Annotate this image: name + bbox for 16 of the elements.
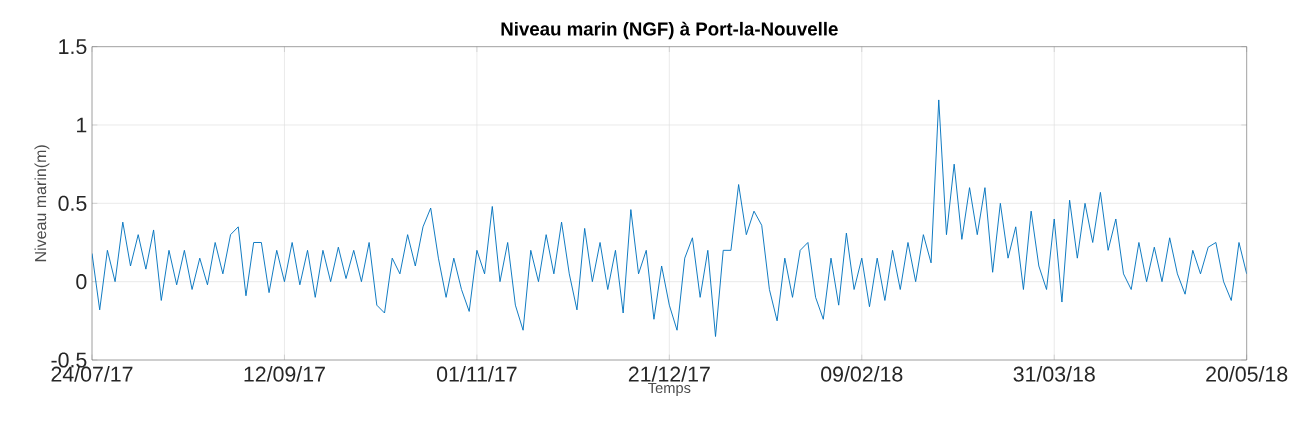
line-series [92,99,1247,337]
chart-title: Niveau marin (NGF) à Port-la-Nouvelle [501,21,838,40]
x-axis-title: Temps [648,382,691,396]
x-tick-label: 01/11/17 [437,366,517,382]
x-tick-label: 21/12/17 [628,366,710,382]
y-axis-title: Niveau marin(m) [34,145,50,262]
x-tick-label: 12/09/17 [244,366,325,382]
y-tick-label: 0 [76,274,87,290]
y-tick-label: 0.5 [58,195,87,211]
y-tick-label: 1.5 [59,39,87,55]
x-tick-label: 24/07/17 [51,366,133,382]
x-tick-label: 31/03/18 [1013,366,1095,382]
y-tick-label: 1 [77,117,87,133]
x-tick-label: 09/02/18 [821,366,903,382]
y-tick-label: -0.5 [51,352,87,368]
x-tick-label: 20/05/18 [1206,366,1288,382]
